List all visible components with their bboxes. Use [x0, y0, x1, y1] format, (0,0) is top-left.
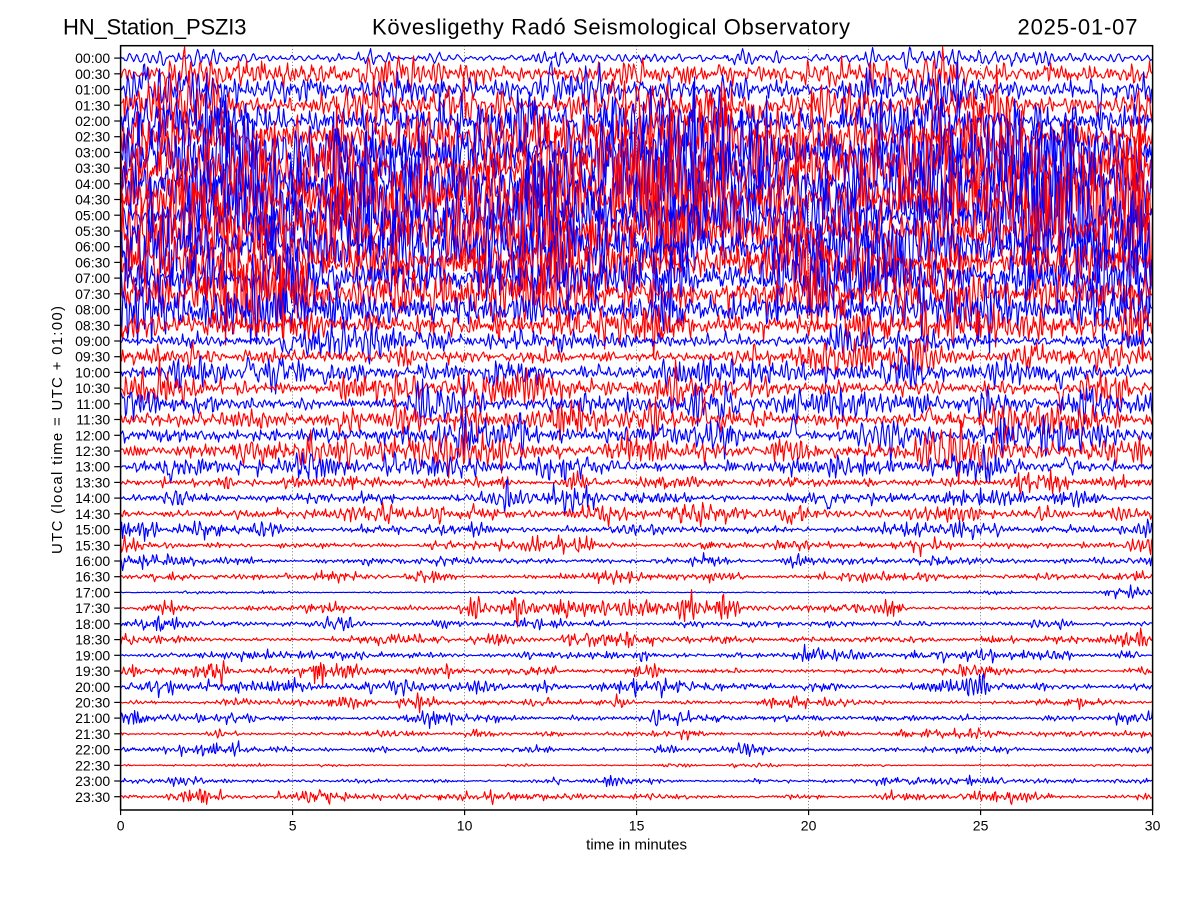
svg-text:20:00: 20:00: [75, 679, 110, 695]
svg-text:14:00: 14:00: [75, 490, 110, 506]
svg-text:06:00: 06:00: [75, 239, 110, 255]
svg-text:00:00: 00:00: [75, 50, 110, 66]
svg-text:12:00: 12:00: [75, 427, 110, 443]
svg-text:18:00: 18:00: [75, 616, 110, 632]
svg-text:23:00: 23:00: [75, 773, 110, 789]
svg-text:0: 0: [117, 818, 125, 834]
svg-text:20:30: 20:30: [75, 695, 110, 711]
svg-text:03:30: 03:30: [75, 160, 110, 176]
svg-text:12:30: 12:30: [75, 443, 110, 459]
svg-text:10:00: 10:00: [75, 365, 110, 381]
svg-text:07:30: 07:30: [75, 286, 110, 302]
svg-text:21:30: 21:30: [75, 726, 110, 742]
svg-text:05:30: 05:30: [75, 223, 110, 239]
svg-text:21:00: 21:00: [75, 710, 110, 726]
svg-text:HN_Station_PSZI3: HN_Station_PSZI3: [63, 15, 247, 40]
svg-text:08:00: 08:00: [75, 302, 110, 318]
svg-text:30: 30: [1145, 818, 1161, 834]
svg-text:16:00: 16:00: [75, 553, 110, 569]
svg-text:11:00: 11:00: [76, 396, 110, 412]
svg-text:09:30: 09:30: [75, 349, 110, 365]
svg-text:07:00: 07:00: [75, 270, 110, 286]
svg-text:01:30: 01:30: [75, 97, 110, 113]
svg-text:17:00: 17:00: [75, 585, 110, 601]
svg-text:03:00: 03:00: [75, 144, 110, 160]
svg-text:02:00: 02:00: [75, 113, 110, 129]
svg-text:22:30: 22:30: [75, 757, 110, 773]
svg-text:19:30: 19:30: [75, 663, 110, 679]
svg-text:25: 25: [973, 818, 989, 834]
svg-text:20: 20: [801, 818, 817, 834]
svg-text:16:30: 16:30: [75, 569, 110, 585]
svg-text:05:00: 05:00: [75, 207, 110, 223]
svg-text:09:00: 09:00: [75, 333, 110, 349]
svg-text:06:30: 06:30: [75, 254, 110, 270]
svg-text:11:30: 11:30: [76, 412, 110, 428]
svg-text:22:00: 22:00: [75, 742, 110, 758]
svg-text:04:00: 04:00: [75, 176, 110, 192]
svg-text:14:30: 14:30: [75, 506, 110, 522]
svg-text:17:30: 17:30: [75, 600, 110, 616]
svg-text:01:00: 01:00: [75, 82, 110, 98]
svg-text:18:30: 18:30: [75, 632, 110, 648]
svg-text:13:00: 13:00: [75, 459, 110, 475]
svg-text:19:00: 19:00: [75, 647, 110, 663]
svg-text:15:00: 15:00: [75, 522, 110, 538]
svg-text:time in minutes: time in minutes: [586, 837, 687, 854]
svg-text:2025-01-07: 2025-01-07: [1018, 15, 1138, 40]
svg-text:13:30: 13:30: [75, 475, 110, 491]
svg-text:08:30: 08:30: [75, 317, 110, 333]
svg-text:10: 10: [457, 818, 473, 834]
svg-text:00:30: 00:30: [75, 66, 110, 82]
svg-text:UTC (local time = UTC + 01:00): UTC (local time = UTC + 01:00): [49, 306, 66, 554]
svg-text:Kövesligethy Radó Seismologica: Kövesligethy Radó Seismological Observat…: [372, 15, 850, 40]
svg-text:04:30: 04:30: [75, 192, 110, 208]
svg-text:5: 5: [289, 818, 297, 834]
svg-text:10:30: 10:30: [75, 380, 110, 396]
svg-text:15: 15: [629, 818, 645, 834]
svg-text:15:30: 15:30: [75, 537, 110, 553]
svg-text:02:30: 02:30: [75, 129, 110, 145]
svg-text:23:30: 23:30: [75, 789, 110, 805]
